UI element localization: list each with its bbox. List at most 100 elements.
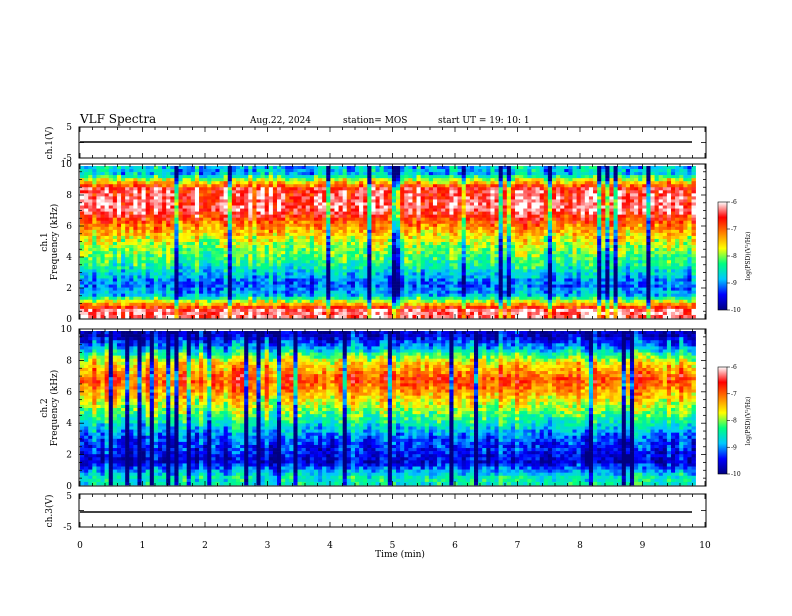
ch1-spectrogram-cell — [601, 218, 605, 221]
ch1-spectrogram-cell — [150, 190, 154, 193]
ch1-spectrogram-cell — [577, 196, 581, 199]
ch1-spectrogram-cell — [224, 175, 228, 178]
ch1-spectrogram-cell — [248, 245, 252, 248]
ch1-spectrogram-cell — [240, 193, 244, 196]
ch1-spectrogram-cell — [121, 181, 125, 184]
ch1-spectrogram-cell — [433, 190, 437, 193]
ch1-spectrogram-cell — [646, 166, 650, 169]
ch1-spectrogram-cell — [560, 206, 564, 209]
ch1-spectrogram-cell — [215, 199, 219, 202]
ch1-spectrogram-cell — [380, 181, 384, 184]
ch1-spectrogram-cell — [101, 209, 105, 212]
ch1-spectrogram-cell — [105, 221, 109, 224]
ch1-spectrogram-cell — [211, 181, 215, 184]
ch1-spectrogram-cell — [671, 230, 675, 233]
ch1-spectrogram-cell — [568, 212, 572, 215]
ch1-spectrogram-cell — [675, 233, 679, 236]
ch1-spectrogram-cell — [166, 175, 170, 178]
ch1-spectrogram-cell — [552, 178, 556, 181]
ch1-spectrogram-cell — [573, 251, 577, 254]
ch1-spectrogram-cell — [646, 206, 650, 209]
ch1-spectrogram-cell — [527, 202, 531, 205]
ch1-spectrogram-cell — [240, 257, 244, 260]
ch1-spectrogram-cell — [129, 257, 133, 260]
ch1-spectrogram-cell — [441, 199, 445, 202]
ch1-spectrogram-cell — [417, 184, 421, 187]
ch1-spectrogram-cell — [421, 254, 425, 257]
ch1-spectrogram-cell — [146, 172, 150, 175]
ch1-spectrogram-cell — [244, 236, 248, 239]
ch1-spectrogram-cell — [568, 169, 572, 172]
ch1-spectrogram-cell — [261, 212, 265, 215]
ch1-spectrogram-cell — [314, 178, 318, 181]
ch1-spectrogram-cell — [252, 260, 256, 263]
ch1-spectrogram-cell — [215, 257, 219, 260]
ch1-spectrogram-cell — [121, 193, 125, 196]
ch1-spectrogram-cell — [252, 245, 256, 248]
ch1-spectrogram-cell — [622, 206, 626, 209]
ch1-spectrogram-cell — [536, 169, 540, 172]
ch1-spectrogram-cell — [470, 175, 474, 178]
ch1-spectrogram-cell — [634, 230, 638, 233]
ch1-spectrogram-cell — [601, 260, 605, 263]
ch1-spectrogram-cell — [593, 245, 597, 248]
ch1-spectrogram-cell — [601, 209, 605, 212]
ch1-spectrogram-cell — [228, 184, 232, 187]
ch1-spectrogram-cell — [334, 169, 338, 172]
ch1-spectrogram-cell — [203, 251, 207, 254]
ch1-spectrogram-cell — [330, 245, 334, 248]
ch1-spectrogram-cell — [367, 190, 371, 193]
ch1-spectrogram-cell — [240, 224, 244, 227]
ch1-spectrogram-cell — [339, 181, 343, 184]
ch1-spectrogram-cell — [667, 172, 671, 175]
ch1-spectrogram-cell — [166, 178, 170, 181]
ch1-spectrogram-cell — [441, 196, 445, 199]
ch1-spectrogram-cell — [474, 196, 478, 199]
ch1-spectrogram-cell — [618, 230, 622, 233]
ch1-spectrogram-cell — [400, 242, 404, 245]
ch1-spectrogram-cell — [540, 245, 544, 248]
ch1-spectrogram-cell — [650, 254, 654, 257]
ch1-spectrogram-cell — [384, 233, 388, 236]
ch1-spectrogram-cell — [289, 175, 293, 178]
ch1-spectrogram-cell — [293, 236, 297, 239]
ch1-spectrogram-cell — [392, 218, 396, 221]
ch1-spectrogram-cell — [236, 254, 240, 257]
ch1-spectrogram-cell — [609, 215, 613, 218]
ch1-spectrogram-cell — [298, 181, 302, 184]
ch1-spectrogram-cell — [220, 215, 224, 218]
ch1-spectrogram-cell — [655, 199, 659, 202]
ch1-spectrogram-cell — [437, 202, 441, 205]
ch1-spectrogram-cell — [310, 199, 314, 202]
ch1-spectrogram-cell — [207, 254, 211, 257]
ch1-spectrogram-cell — [261, 187, 265, 190]
ch1-spectrogram-cell — [581, 212, 585, 215]
ch1-spectrogram-cell — [527, 236, 531, 239]
ch1-spectrogram-cell — [92, 202, 96, 205]
ch1-spectrogram-cell — [117, 172, 121, 175]
ch1-spectrogram-cell — [347, 251, 351, 254]
ch1-spectrogram-cell — [92, 206, 96, 209]
ch1-spectrogram-cell — [679, 233, 683, 236]
ch1-spectrogram-cell — [125, 221, 129, 224]
ch1-spectrogram-cell — [211, 199, 215, 202]
ch1-spectrogram-cell — [96, 187, 100, 190]
ch1-spectrogram-cell — [269, 239, 273, 242]
ch1-spectrogram-cell — [540, 239, 544, 242]
ch1-spectrogram-cell — [113, 236, 117, 239]
ch1-spectrogram-cell — [540, 215, 544, 218]
ch1-spectrogram-cell — [142, 227, 146, 230]
ch1-spectrogram-cell — [187, 172, 191, 175]
ch1-spectrogram-cell — [568, 181, 572, 184]
ch1-spectrogram-cell — [84, 178, 88, 181]
ch1-spectrogram-cell — [318, 221, 322, 224]
ch1-spectrogram-cell — [490, 187, 494, 190]
ch1-spectrogram-cell — [388, 190, 392, 193]
ch1-spectrogram-cell — [211, 187, 215, 190]
ch1-spectrogram-cell — [646, 242, 650, 245]
ch1-spectrogram-cell — [371, 233, 375, 236]
ch1-spectrogram-cell — [220, 245, 224, 248]
ch1-spectrogram-cell — [609, 209, 613, 212]
ch1-spectrogram-cell — [692, 184, 696, 187]
ch1-spectrogram-cell — [404, 242, 408, 245]
